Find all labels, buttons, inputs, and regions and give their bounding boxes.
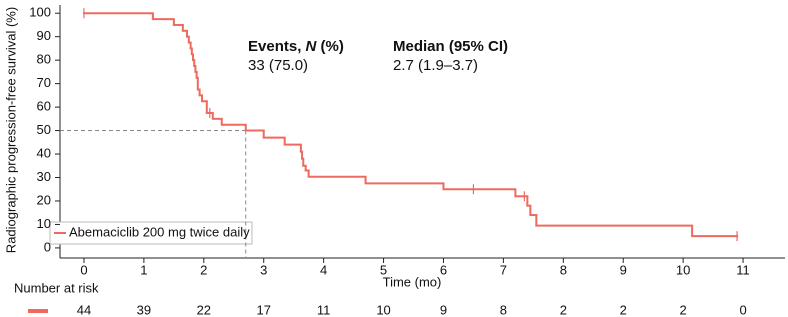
x-axis-label: Time (mo) [383,274,442,289]
x-tick-label: 3 [260,262,267,277]
events-title-part: Events, [248,38,306,55]
y-tick-label: 0 [44,239,51,254]
y-tick-label: 100 [29,5,51,20]
x-tick-label: 7 [500,262,507,277]
y-tick-label: 50 [37,122,51,137]
risk-count: 17 [256,302,270,317]
risk-count: 2 [680,302,687,317]
legend-label: Abemaciclib 200 mg twice daily [69,224,250,239]
events-value: 33 (75.0) [248,57,308,74]
events-title: Events, N (%) [248,38,344,55]
y-tick-label: 90 [37,28,51,43]
x-tick-label: 2 [200,262,207,277]
y-tick-label: 60 [37,99,51,114]
median-value: 2.7 (1.9–3.7) [393,57,478,74]
risk-count: 10 [376,302,390,317]
x-tick-label: 0 [80,262,87,277]
risk-title: Number at risk [14,280,99,295]
risk-count: 22 [197,302,211,317]
risk-count: 39 [137,302,151,317]
risk-count: 44 [77,302,91,317]
x-tick-label: 10 [676,262,690,277]
risk-count: 2 [620,302,627,317]
y-tick-label: 70 [37,75,51,90]
events-title-part: N [306,38,318,55]
y-tick-label: 20 [37,192,51,207]
risk-count: 2 [560,302,567,317]
x-tick-label: 6 [440,262,447,277]
events-title-part: (%) [316,38,344,55]
risk-count: 9 [440,302,447,317]
risk-count: 11 [317,302,331,317]
x-tick-label: 4 [320,262,327,277]
risk-count: 0 [739,302,746,317]
x-tick-label: 9 [620,262,627,277]
y-tick-label: 30 [37,169,51,184]
x-tick-label: 11 [736,262,750,277]
y-axis-label: Radiographic progression-free survival (… [3,7,18,253]
y-tick-label: 40 [37,145,51,160]
x-tick-label: 1 [140,262,147,277]
y-tick-label: 80 [37,52,51,67]
median-title: Median (95% CI) [393,38,508,55]
x-tick-label: 8 [560,262,567,277]
x-tick-label: 5 [380,262,387,277]
legend-box [49,221,253,245]
risk-count: 8 [500,302,507,317]
y-tick-label: 10 [37,216,51,231]
